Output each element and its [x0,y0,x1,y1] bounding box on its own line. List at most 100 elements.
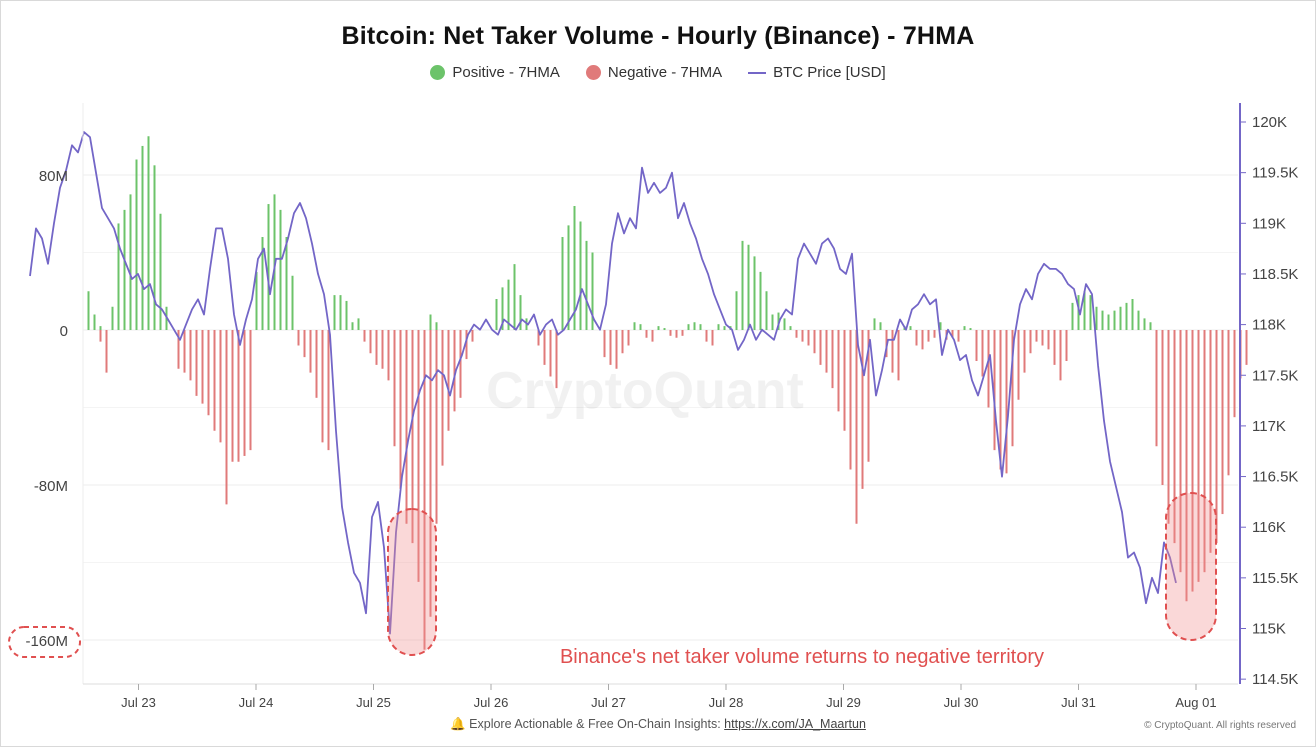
bar-negative [861,330,864,489]
bar-positive [513,264,516,330]
bar-positive [735,291,738,330]
bar-positive [429,314,432,330]
bar-negative [1155,330,1158,447]
bar-negative [453,330,456,412]
bar-negative [711,330,714,346]
footer-text: Explore Actionable & Free On-Chain Insig… [469,717,721,731]
bar-positive [1143,318,1146,330]
bar-positive [255,271,258,330]
highlight-160m-label [8,626,81,658]
legend-label-negative: Negative - 7HMA [607,64,723,81]
bar-negative [1209,330,1212,553]
bar-negative [1047,330,1050,350]
bar-negative [177,330,180,369]
bar-positive [1149,322,1152,330]
bar-negative [105,330,108,373]
bar-negative [297,330,300,346]
bar-positive [633,322,636,330]
y-right-tick-label: 115.5K [1252,570,1298,587]
bar-negative [849,330,852,470]
bar-positive [687,324,690,330]
bar-negative [1227,330,1230,476]
legend-swatch-price [748,71,767,74]
highlight-aug01 [1165,492,1217,641]
bar-positive [1137,310,1140,330]
bar-positive [657,326,660,330]
bar-positive [789,326,792,330]
bar-negative [1173,330,1176,544]
bar-negative [855,330,858,524]
bar-negative [435,330,438,524]
bar-negative [243,330,246,456]
bar-negative [1233,330,1236,418]
bar-negative [549,330,552,377]
bar-positive [117,223,120,330]
bar-negative [183,330,186,373]
bar-negative [249,330,252,451]
bar-positive [771,314,774,330]
bar-negative [471,330,474,342]
bar-positive [93,314,96,330]
bar-negative [987,330,990,408]
legend: Positive - 7HMA Negative - 7HMA BTC Pric… [0,64,1316,81]
bar-negative [999,330,1002,470]
bar-negative [1161,330,1164,485]
bar-negative [423,330,426,650]
bar-positive [123,209,126,330]
bar-negative [441,330,444,466]
legend-label-price: BTC Price [USD] [773,64,886,81]
bar-negative [897,330,900,381]
bar-positive [639,324,642,330]
bar-negative [993,330,996,451]
y-right-tick-label: 115K [1252,621,1286,638]
copyright: © CryptoQuant. All rights reserved [1144,720,1296,731]
bar-negative [381,330,384,369]
bar-negative [1023,330,1026,373]
bar-negative [1179,330,1182,573]
y-right-tick-label: 118K [1252,317,1286,334]
bar-positive [357,318,360,330]
bar-negative [405,330,408,524]
footer-link[interactable]: https://x.com/JA_Maartun [724,717,866,731]
bar-negative [1203,330,1206,573]
bar-negative [363,330,366,342]
bar-negative [819,330,822,365]
bar-positive [1083,291,1086,330]
price-line [29,131,1177,635]
bar-negative [201,330,204,404]
y-left-tick-label: -80M [34,478,68,495]
bar-positive [279,209,282,330]
bar-negative [1185,330,1188,602]
legend-swatch-positive [430,65,446,80]
bar-positive [741,240,744,330]
bar-negative [669,330,672,336]
bar-negative [933,330,936,338]
bar-negative [537,330,540,346]
bar-negative [327,330,330,451]
bar-negative [447,330,450,431]
bar-positive [339,295,342,330]
bar-negative [417,330,420,582]
bar-negative [813,330,816,354]
legend-item-positive[interactable]: Positive - 7HMA [430,64,560,81]
chart-title: Bitcoin: Net Taker Volume - Hourly (Bina… [341,22,975,50]
bar-negative [459,330,462,398]
bar-positive [159,213,162,330]
bar-positive [909,326,912,330]
bar-positive [1107,314,1110,330]
x-tick-label: Jul 25 [356,695,391,710]
legend-item-negative[interactable]: Negative - 7HMA [585,64,723,81]
bar-negative [825,330,828,373]
bar-negative [867,330,870,462]
bar-positive [1071,302,1074,330]
x-tick-label: Jul 24 [239,695,274,710]
bar-negative [315,330,318,398]
y-right-tick-label: 117.5K [1252,367,1298,384]
y-left-tick-label: 0 [60,323,68,340]
bar-positive [291,275,294,330]
legend-item-price[interactable]: BTC Price [USD] [748,64,886,81]
bar-negative [843,330,846,431]
bar-positive [1119,306,1122,330]
bar-negative [555,330,558,389]
